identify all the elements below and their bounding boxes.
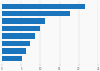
Bar: [2, 4, 85, 9]
Bar: [2, 33, 35, 39]
Bar: [2, 26, 40, 31]
Bar: [2, 18, 45, 24]
Bar: [2, 56, 22, 61]
Bar: [2, 41, 30, 46]
Bar: [2, 48, 26, 54]
Bar: [2, 11, 70, 16]
